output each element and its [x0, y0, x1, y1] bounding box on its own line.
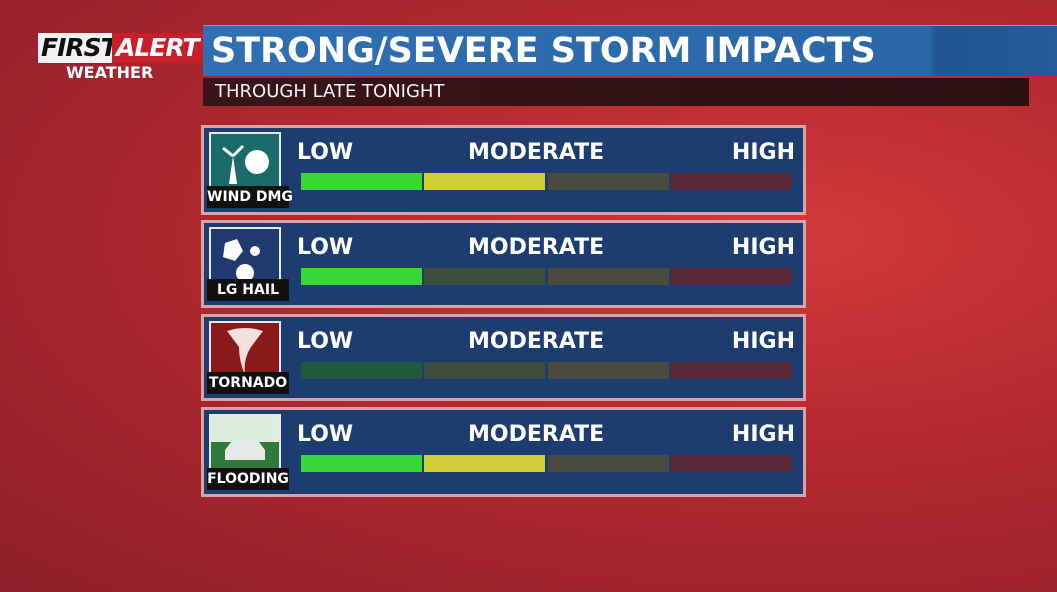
scale-moderate: MODERATE: [468, 329, 605, 354]
level-segment: [671, 173, 792, 190]
impact-row: LG HAIL LOW MODERATE HIGH: [201, 220, 806, 308]
title: STRONG/SEVERE STORM IMPACTS: [211, 31, 876, 71]
hazard-icon: [209, 414, 281, 475]
level-segment: [671, 455, 792, 472]
scale-high: HIGH: [731, 329, 795, 354]
level-segment: [424, 455, 545, 472]
hazard-icon: [209, 132, 281, 193]
title-bar: STRONG/SEVERE STORM IMPACTS: [203, 25, 1057, 76]
subtitle-bar: THROUGH LATE TONIGHT: [203, 78, 1029, 106]
level-segment: [301, 362, 422, 379]
level-segment: [548, 455, 669, 472]
scale-low: LOW: [297, 329, 354, 354]
scale-moderate: MODERATE: [468, 422, 605, 447]
level-segment: [424, 362, 545, 379]
level-segment: [548, 173, 669, 190]
row-panel: WIND DMG LOW MODERATE HIGH: [204, 128, 803, 212]
scale-low: LOW: [297, 422, 354, 447]
scale-low: LOW: [297, 235, 354, 260]
scale-high: HIGH: [731, 422, 795, 447]
level-segment: [424, 268, 545, 285]
scale-low: LOW: [297, 140, 354, 165]
scale-moderate: MODERATE: [468, 140, 605, 165]
level-segment: [301, 455, 422, 472]
hazard-label: WIND DMG: [207, 186, 293, 208]
impact-row: WIND DMG LOW MODERATE HIGH: [201, 125, 806, 215]
level-segment: [671, 268, 792, 285]
scale-moderate: MODERATE: [468, 235, 605, 260]
hazard-label: TORNADO: [207, 372, 289, 394]
level-segment: [301, 268, 422, 285]
level-segment: [424, 173, 545, 190]
logo-first: FIRST: [38, 33, 120, 63]
logo-alert: ALERT: [112, 33, 203, 63]
impact-row: TORNADO LOW MODERATE HIGH: [201, 314, 806, 401]
scale-high: HIGH: [731, 235, 795, 260]
level-segment: [548, 362, 669, 379]
level-segment: [548, 268, 669, 285]
logo-weather: WEATHER: [66, 63, 154, 82]
impact-row: FLOODING LOW MODERATE HIGH: [201, 407, 806, 497]
row-panel: TORNADO LOW MODERATE HIGH: [204, 317, 803, 398]
hazard-label: FLOODING: [207, 468, 289, 490]
hazard-icon: [209, 227, 281, 288]
level-segment: [671, 362, 792, 379]
logo: FIRST ALERT WEATHER: [38, 33, 203, 85]
hazard-icon: [209, 321, 281, 382]
subtitle: THROUGH LATE TONIGHT: [215, 81, 445, 102]
scale-high: HIGH: [731, 140, 795, 165]
hazard-label: LG HAIL: [207, 279, 289, 301]
level-segment: [301, 173, 422, 190]
row-panel: FLOODING LOW MODERATE HIGH: [204, 410, 803, 494]
row-panel: LG HAIL LOW MODERATE HIGH: [204, 223, 803, 305]
